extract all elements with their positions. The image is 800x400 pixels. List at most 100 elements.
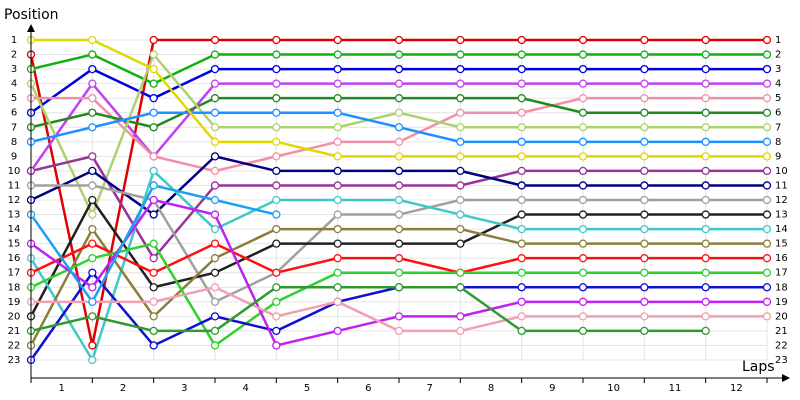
- lap-point: [272, 94, 281, 103]
- y2-tick-label: 5: [775, 93, 781, 104]
- lap-point: [210, 283, 220, 292]
- y-tick-label: 21: [8, 326, 21, 337]
- lap-point: [394, 166, 404, 176]
- x-axis-title: Laps: [742, 359, 775, 375]
- lap-point: [456, 50, 465, 59]
- lap-point: [701, 166, 710, 176]
- lap-point: [701, 224, 710, 234]
- lap-point: [333, 152, 342, 161]
- lap-point: [762, 254, 772, 263]
- lap-point: [394, 152, 404, 161]
- lap-point: [701, 94, 710, 103]
- y-tick-label: 5: [11, 93, 17, 104]
- lap-point: [762, 283, 772, 292]
- x-tick-label: 10: [607, 383, 620, 394]
- y2-tick-label: 21: [775, 326, 788, 337]
- lap-point: [272, 64, 281, 74]
- lap-point: [578, 123, 588, 132]
- lap-point: [333, 137, 342, 146]
- lap-point: [517, 79, 526, 88]
- lap-point: [333, 35, 342, 45]
- lap-point: [88, 50, 97, 59]
- lap-point: [88, 210, 97, 219]
- lap-point: [640, 166, 649, 176]
- lap-point: [210, 195, 220, 205]
- lap-point: [456, 152, 465, 161]
- lap-point: [149, 326, 158, 336]
- lap-point: [456, 312, 465, 321]
- lap-point: [762, 50, 772, 59]
- y-tick-label: 7: [11, 122, 17, 133]
- lap-point: [210, 181, 220, 190]
- lap-point: [88, 195, 97, 205]
- x-tick-label: 2: [120, 383, 126, 394]
- lap-point: [640, 326, 649, 336]
- lap-point: [762, 297, 772, 306]
- lap-point: [88, 297, 97, 306]
- lap-point: [210, 254, 220, 263]
- lap-point: [333, 268, 342, 277]
- lap-point: [149, 210, 158, 219]
- lap-point: [149, 239, 158, 248]
- lap-point: [272, 326, 281, 336]
- lap-point: [701, 50, 710, 59]
- y2-tick-label: 20: [775, 311, 788, 322]
- lap-point: [701, 254, 710, 263]
- lap-point: [640, 94, 649, 103]
- lap-point: [272, 297, 281, 306]
- lap-point: [149, 152, 158, 161]
- y-tick-label: 14: [8, 224, 21, 235]
- lap-point: [272, 108, 281, 117]
- lap-point: [88, 35, 97, 45]
- lap-point: [456, 181, 465, 190]
- lap-point: [762, 108, 772, 117]
- lap-point: [762, 312, 772, 321]
- lap-point: [394, 239, 404, 248]
- lap-point: [394, 181, 404, 190]
- y-tick-label: 11: [8, 180, 21, 191]
- lap-point: [762, 210, 772, 219]
- lap-point: [640, 312, 649, 321]
- lines: [26, 35, 772, 365]
- lap-point: [517, 108, 526, 117]
- lap-point: [394, 137, 404, 146]
- lap-point: [333, 297, 342, 306]
- lap-point: [149, 50, 158, 59]
- lap-point: [456, 224, 465, 234]
- y-tick-label: 10: [8, 166, 21, 177]
- lap-point: [333, 254, 342, 263]
- lap-point: [517, 224, 526, 234]
- lap-point: [149, 341, 158, 350]
- lap-point: [640, 64, 649, 74]
- y2-tick-label: 7: [775, 122, 781, 133]
- lap-point: [149, 181, 158, 190]
- y-tick-label: 19: [8, 297, 21, 308]
- lap-point: [210, 35, 220, 45]
- lap-point: [210, 152, 220, 161]
- y2-tick-label: 8: [775, 137, 781, 148]
- lap-point: [456, 166, 465, 176]
- lap-point: [640, 210, 649, 219]
- y2-tick-label: 15: [775, 239, 788, 250]
- lap-point: [88, 181, 97, 190]
- lap-point: [701, 35, 710, 45]
- lap-point: [210, 341, 220, 350]
- lap-point: [88, 152, 97, 161]
- lap-point: [88, 283, 97, 292]
- lap-point: [517, 312, 526, 321]
- lap-point: [701, 195, 710, 205]
- lap-point: [762, 224, 772, 234]
- y2-tick-label: 4: [775, 79, 781, 90]
- lap-point: [517, 181, 526, 190]
- lap-point: [210, 137, 220, 146]
- lap-point: [210, 166, 220, 176]
- lap-point: [88, 312, 97, 321]
- lap-point: [88, 341, 97, 350]
- lap-point: [333, 108, 342, 117]
- lap-point: [578, 64, 588, 74]
- lap-point: [272, 50, 281, 59]
- lap-point: [578, 195, 588, 205]
- lap-point: [701, 239, 710, 248]
- lap-point: [762, 35, 772, 45]
